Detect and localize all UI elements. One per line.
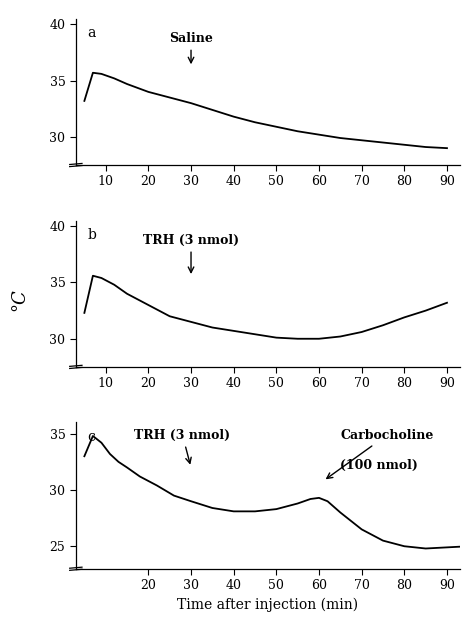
Text: c: c	[87, 430, 95, 444]
Text: a: a	[87, 26, 96, 40]
Text: Carbocholine: Carbocholine	[327, 429, 434, 479]
Text: TRH (3 nmol): TRH (3 nmol)	[135, 429, 230, 463]
Text: b: b	[87, 228, 96, 242]
Text: °C: °C	[10, 289, 28, 311]
Text: Saline: Saline	[169, 32, 213, 62]
Text: (100 nmol): (100 nmol)	[340, 459, 418, 471]
X-axis label: Time after injection (min): Time after injection (min)	[177, 598, 358, 612]
Text: TRH (3 nmol): TRH (3 nmol)	[143, 234, 239, 272]
